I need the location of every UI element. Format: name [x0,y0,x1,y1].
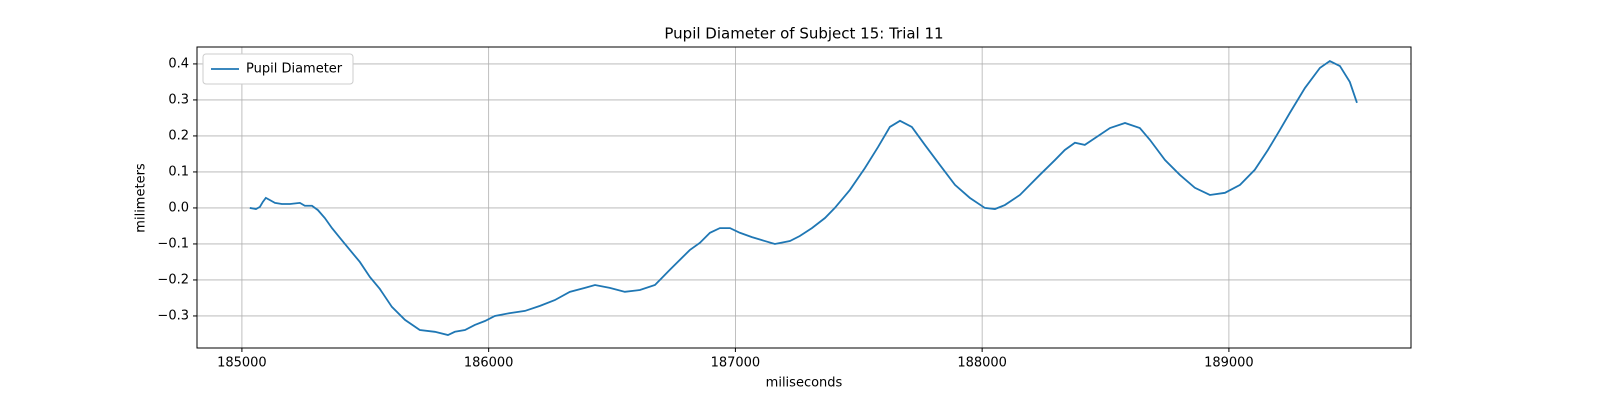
legend-box [202,53,354,85]
y-tick-label: 0.1 [168,164,189,179]
y-tick-label: 0.4 [168,56,189,71]
y-tick-label: 0.0 [168,200,189,215]
x-axis-label: miliseconds [766,376,843,391]
x-tick-label: 188000 [957,356,1007,371]
x-tick-label: 189000 [1204,356,1254,371]
y-tick-label: −0.1 [157,236,189,251]
y-tick-label: 0.2 [168,128,189,143]
legend-label: Pupil Diameter [246,62,343,77]
plot-frame [196,46,1412,349]
chart-title: Pupil Diameter of Subject 15: Trial 11 [664,25,943,43]
y-axis-label: milimeters [134,163,149,233]
x-tick-label: 185000 [217,356,267,371]
y-tick-label: −0.3 [157,308,189,323]
x-tick-label: 186000 [464,356,514,371]
data-line [249,59,1358,336]
y-tick-label: −0.2 [157,272,189,287]
y-tick-label: 0.3 [168,92,189,107]
x-tick-label: 187000 [711,356,761,371]
